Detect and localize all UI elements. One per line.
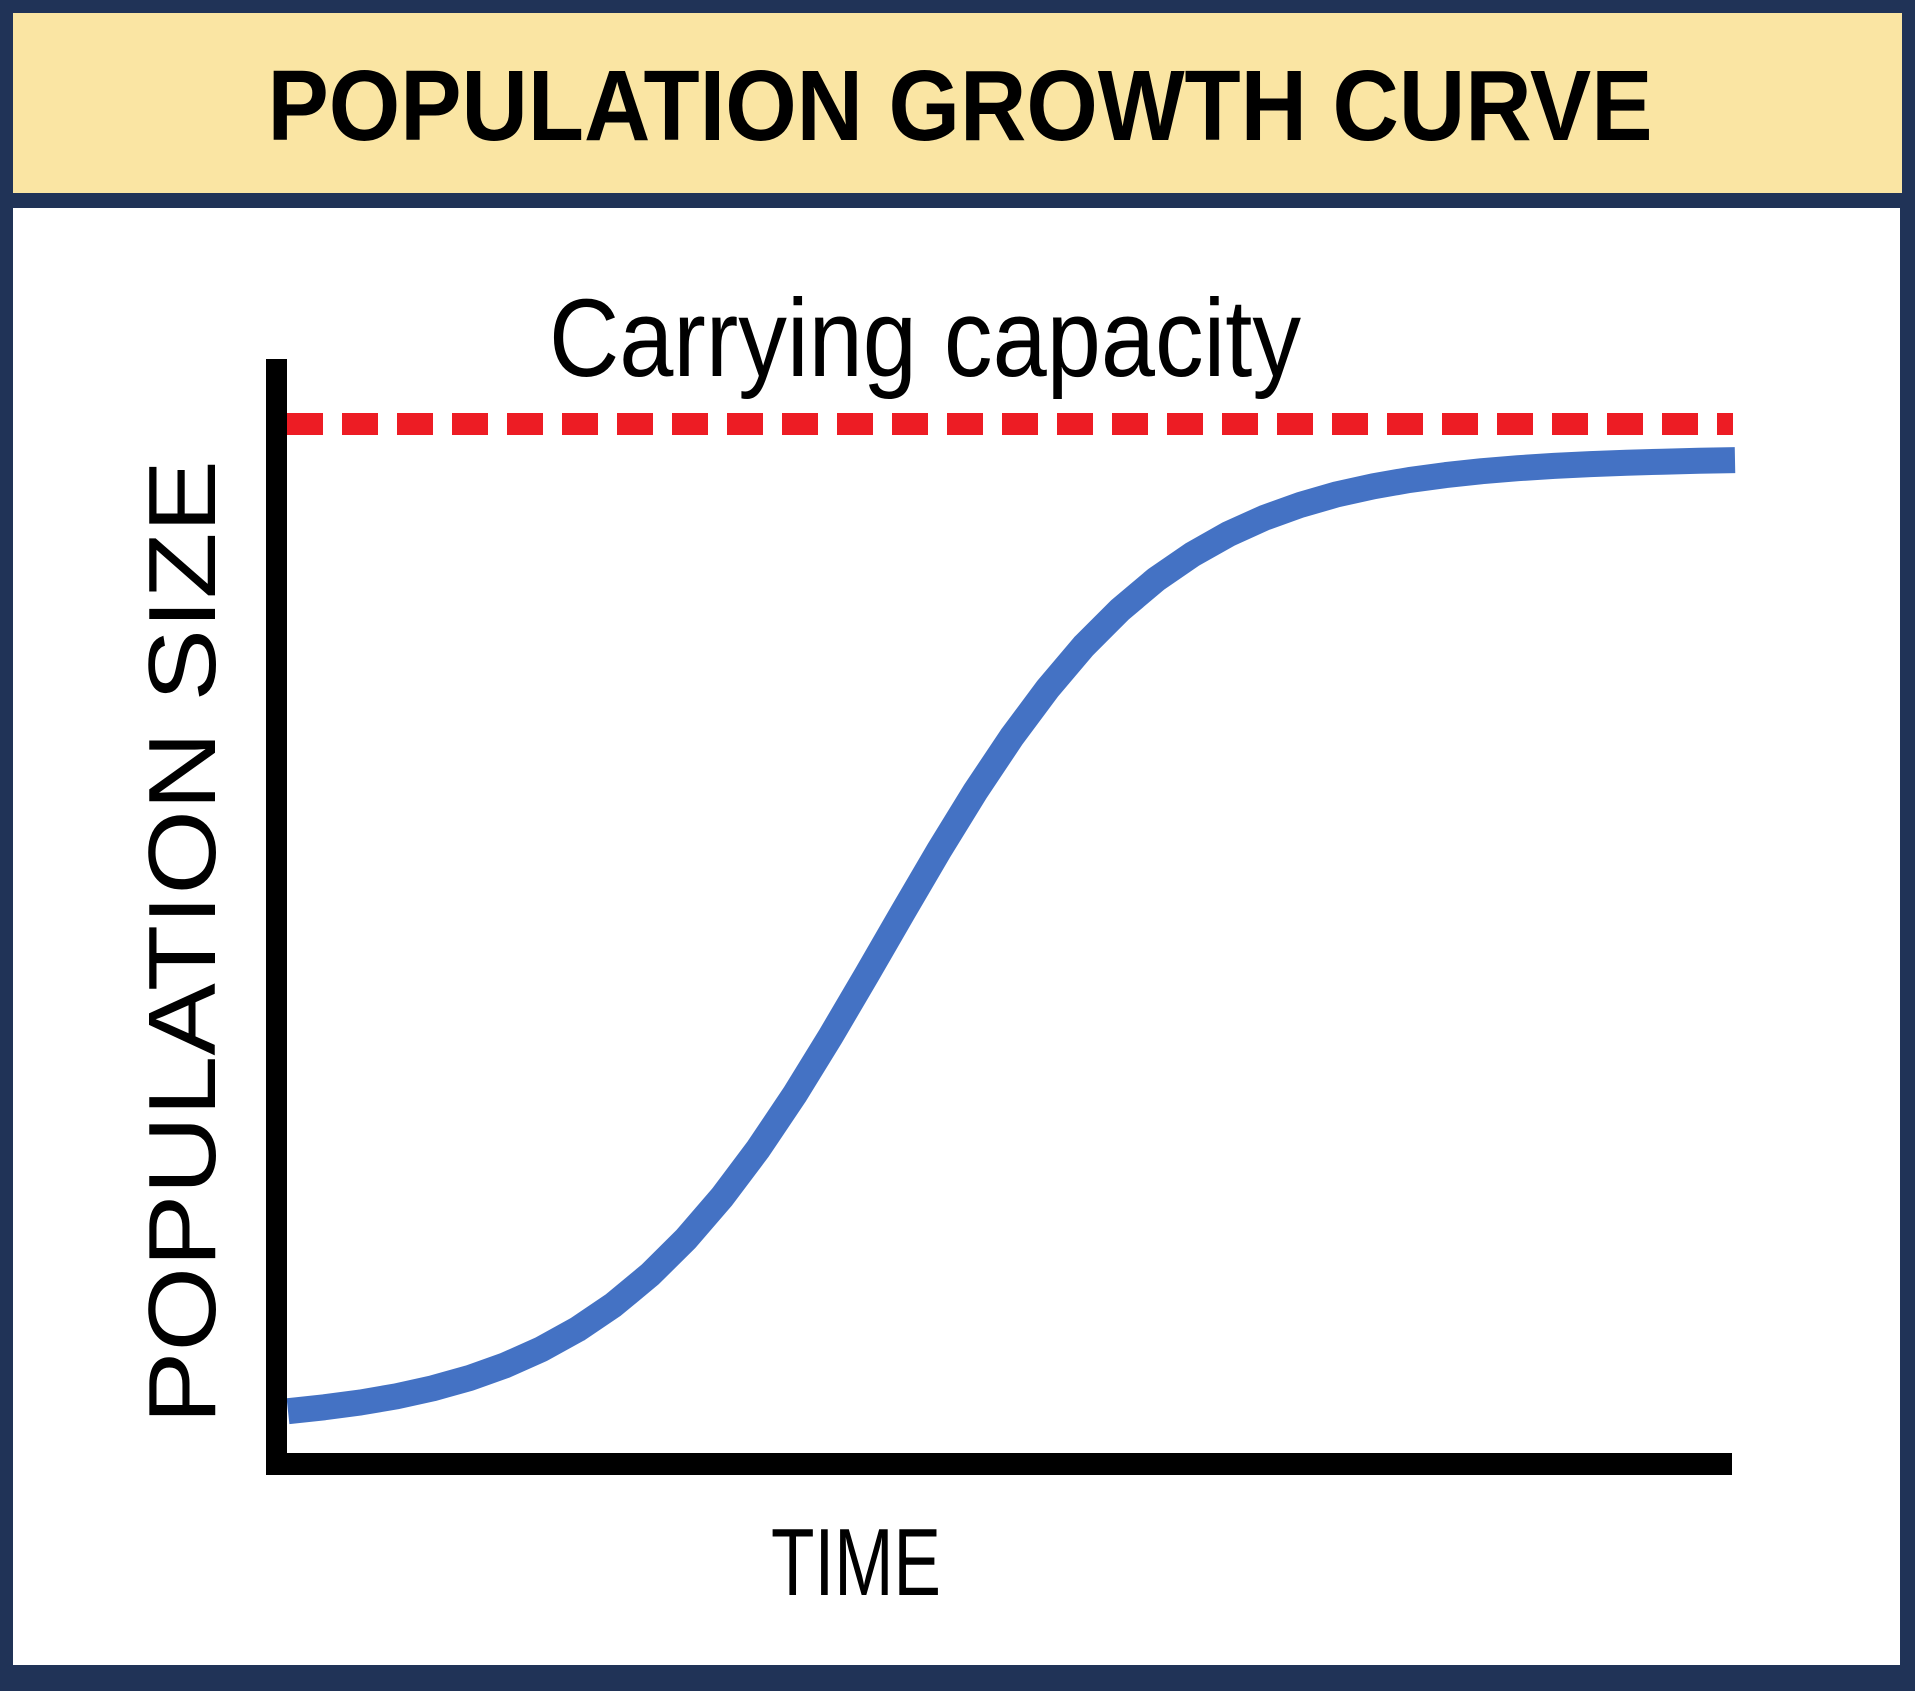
- x-axis: [266, 1453, 1732, 1475]
- plot-panel: [13, 208, 1900, 1665]
- y-axis: [266, 359, 287, 1475]
- page-title: POPULATION GROWTH CURVE: [268, 50, 1653, 162]
- population-curve: [286, 447, 1736, 1425]
- y-axis-label: POPULATION SIZE: [129, 460, 236, 1424]
- x-axis-label: TIME: [771, 1509, 941, 1616]
- header-band: [13, 13, 1902, 193]
- carrying-capacity-label: Carrying capacity: [549, 277, 1301, 400]
